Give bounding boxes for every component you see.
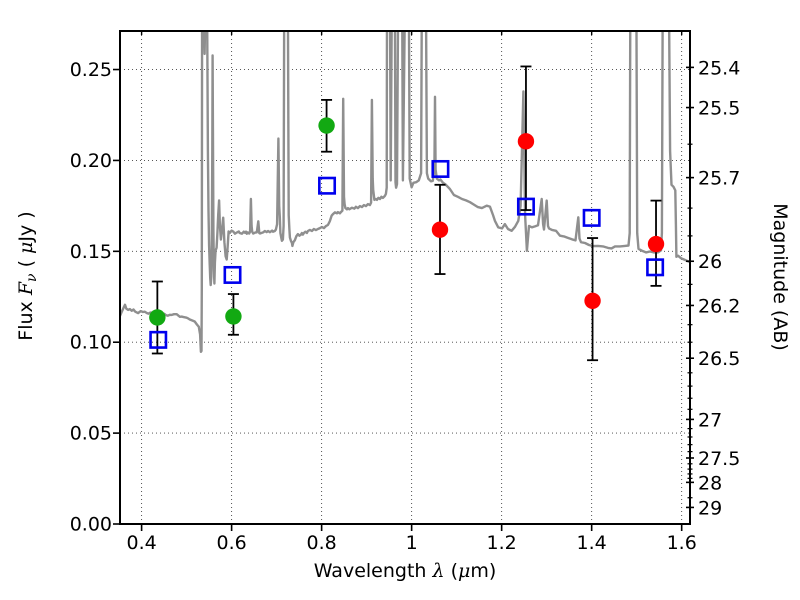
model-flux-square [318, 176, 337, 195]
model-flux-square [149, 330, 168, 349]
red-data-point [647, 235, 665, 253]
axis-tick-labels: 0.4 0.6 0.8 1 1.2 1.4 1.6 0.00 0.05 0.10 0.15 0.20 0… [70, 57, 741, 554]
x-axis-label: Wavelength λ (μm) [314, 560, 497, 582]
x-tick-label: 0.6 [217, 532, 247, 554]
x-tick-label: 0.8 [307, 532, 337, 554]
model-photometry-squares [149, 159, 665, 349]
model-flux-square [646, 258, 665, 277]
y2-tick-label: 26.5 [698, 348, 740, 370]
y2-tick-label: 25.4 [698, 57, 740, 79]
green-data-point [149, 309, 166, 326]
x-tick-label: 1 [406, 532, 418, 554]
y2-axis-label: Magnitude (AB) [769, 203, 791, 351]
spectrum-polyline [120, 31, 690, 353]
x-tick-label: 1.6 [667, 532, 697, 554]
model-flux-square [582, 208, 601, 227]
y2-tick-label: 26.2 [698, 295, 740, 317]
red-data-point [584, 292, 601, 309]
green-data-point [225, 308, 242, 325]
model-flux-square [223, 265, 242, 284]
y-tick-label: 0.00 [70, 514, 112, 536]
observed-photometry-circles [149, 117, 665, 326]
y-tick-label: 0.05 [70, 423, 112, 445]
y2-tick-label: 29 [698, 497, 722, 519]
y2-tick-label: 26 [698, 251, 722, 273]
model-flux-square [431, 159, 450, 178]
y-tick-label: 0.20 [70, 150, 112, 172]
y-tick-label: 0.10 [70, 332, 112, 354]
y-tick-label: 0.25 [70, 59, 112, 81]
y2-tick-label: 27.5 [698, 448, 740, 470]
y2-tick-label: 25.5 [698, 98, 740, 120]
y2-tick-label: 25.7 [698, 168, 740, 190]
model-flux-square [516, 197, 535, 216]
x-tick-label: 0.4 [126, 532, 156, 554]
y2-tick-label: 28 [698, 472, 722, 494]
x-tick-label: 1.4 [577, 532, 607, 554]
gridlines [120, 31, 690, 524]
y2-tick-label: 27 [698, 409, 722, 431]
green-data-point [318, 117, 335, 134]
red-data-point [431, 221, 449, 238]
x-tick-label: 1.2 [487, 532, 517, 554]
red-data-point [517, 133, 535, 150]
axis-ticks [113, 31, 694, 531]
y-axis-label: Flux Fν ( μJy ) [15, 211, 40, 340]
model-spectrum-line [120, 31, 690, 353]
axes-frame [119, 30, 691, 525]
plot-frame [119, 30, 691, 525]
y-tick-label: 0.15 [70, 241, 112, 263]
